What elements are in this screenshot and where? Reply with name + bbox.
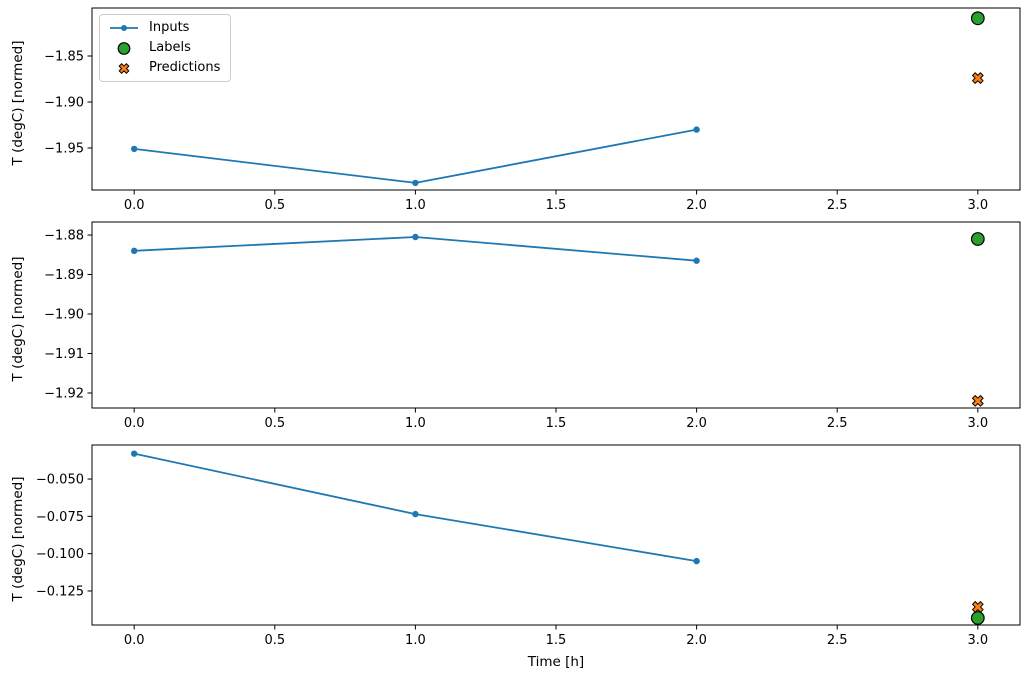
subplot-2: −1.88 −1.89 −1.90 −1.91 −1.92 0.0 0.5 1.0 1.5 2.0… [10, 221, 1021, 431]
y-tick-label: −1.92 [44, 386, 84, 401]
x-tick-label: 2.5 [827, 416, 848, 431]
axes-frame [91, 221, 1021, 409]
x-tick-label: 3.0 [967, 416, 988, 431]
legend: Inputs Labels Predictions [99, 14, 232, 82]
predictions-point [972, 395, 984, 407]
x-tick-label: 2.0 [686, 198, 707, 213]
y-tick-label: −1.85 [44, 50, 84, 65]
inputs-point [693, 126, 700, 133]
x-tick-label: 1.0 [405, 416, 426, 431]
y-tick-label: −0.100 [36, 547, 84, 562]
x-tick-label: 1.5 [546, 633, 567, 648]
subplot-3: −0.050 −0.075 −0.100 −0.125 0.0 0.5 1.0 1.5 2.0 2… [10, 444, 1021, 670]
labels-point [970, 11, 985, 26]
inputs-point [130, 247, 138, 255]
x-tick-label: 0.0 [124, 633, 145, 648]
x-tick-label: 0.5 [264, 416, 285, 431]
x-tick-label: 1.5 [546, 198, 567, 213]
x-tick-label: 0.0 [124, 416, 145, 431]
x-tick-label: 1.5 [546, 416, 567, 431]
labels-circle-icon [117, 41, 131, 55]
y-tick-label: −1.90 [44, 95, 84, 110]
subplot-1: −1.85 −1.90 −1.95 0.0 0.5 1.0 1.5 2.0 2.5 3.0 T (d… [10, 7, 1021, 213]
y-tick-label: −0.125 [36, 584, 84, 599]
legend-item-inputs: Inputs [108, 20, 220, 36]
x-tick-label: 0.5 [264, 633, 285, 648]
inputs-line-dot-icon [110, 25, 138, 31]
legend-item-labels: Labels [108, 40, 220, 56]
legend-label-inputs: Inputs [149, 20, 190, 35]
labels-point [970, 611, 985, 625]
axes-frame [91, 7, 1021, 191]
y-axis-label: T (degC) [normed] [10, 41, 26, 167]
legend-label-predictions: Predictions [149, 60, 221, 75]
legend-circle-glyph [117, 41, 131, 55]
x-tick-label: 0.0 [124, 198, 145, 213]
inputs-point [130, 450, 138, 457]
y-tick-label: −1.90 [44, 308, 84, 323]
x-tick-label: 3.0 [967, 633, 988, 648]
inputs-line [133, 452, 697, 563]
y-tick-label: −0.075 [36, 510, 84, 525]
inputs-point [693, 257, 700, 264]
y-tick-label: −1.88 [44, 229, 84, 244]
x-tick-label: 2.0 [686, 416, 707, 431]
predictions-point [972, 601, 984, 613]
x-tick-label: 2.5 [827, 633, 848, 648]
y-tick-label: −1.95 [44, 141, 84, 156]
legend-item-predictions: Predictions [108, 60, 220, 76]
inputs-point [412, 233, 419, 241]
y-tick-label: −1.89 [44, 268, 84, 283]
inputs-point [412, 510, 419, 518]
x-tick-label: 2.0 [686, 633, 707, 648]
legend-label-labels: Labels [149, 40, 191, 55]
inputs-line [134, 236, 697, 262]
legend-dot-glyph [121, 25, 127, 31]
inputs-point [412, 179, 419, 187]
axes-frame [91, 444, 1021, 626]
x-tick-label: 1.0 [405, 633, 426, 648]
predictions-point [972, 72, 984, 84]
x-tick-label: 3.0 [967, 198, 988, 213]
labels-point [970, 232, 985, 246]
inputs-point [130, 145, 138, 153]
inputs-line [134, 128, 697, 184]
x-tick-label: 2.5 [827, 198, 848, 213]
x-tick-label: 0.5 [264, 198, 285, 213]
legend-x-glyph [118, 62, 130, 74]
predictions-x-icon [118, 62, 130, 74]
x-axis-label: Time [h] [527, 654, 584, 670]
inputs-point [693, 557, 700, 565]
y-axis-label: T (degC) [normed] [10, 257, 26, 383]
y-axis-label: T (degC) [normed] [10, 477, 26, 603]
x-tick-label: 1.0 [405, 198, 426, 213]
y-tick-label: −0.050 [36, 473, 84, 488]
y-tick-label: −1.91 [44, 347, 84, 362]
